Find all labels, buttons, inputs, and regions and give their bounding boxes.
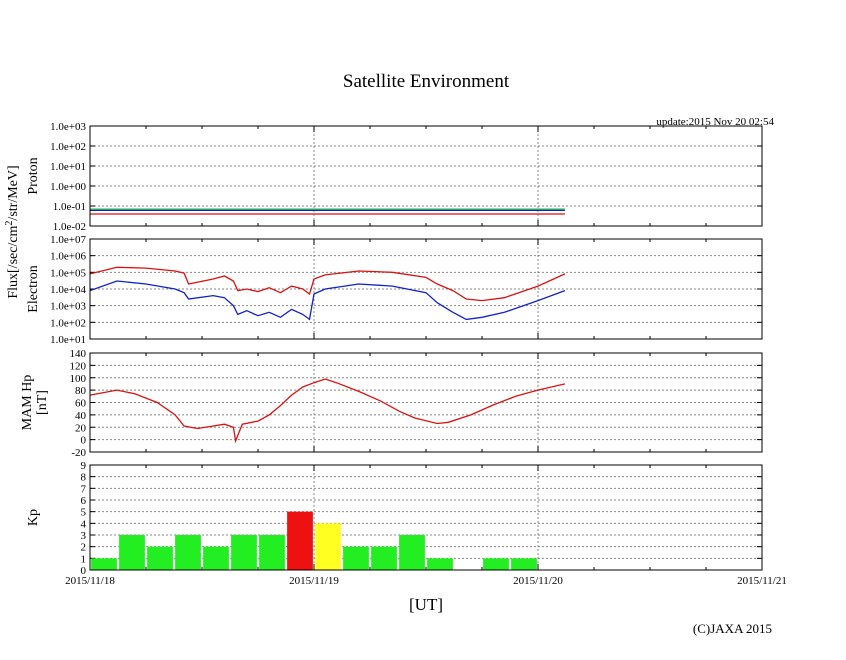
y-tick-label: 120 bbox=[70, 360, 87, 372]
flux-axis-label: Flux[/sec/cm2/str/MeV] bbox=[4, 165, 21, 298]
flux-label-sup: 2 bbox=[4, 221, 15, 226]
y-tick-label: 9 bbox=[81, 460, 87, 472]
y-tick-label: 60 bbox=[75, 398, 87, 410]
y-tick-label: 3 bbox=[81, 530, 87, 542]
kp-bar bbox=[483, 558, 509, 570]
kp-bar bbox=[287, 511, 313, 570]
y-tick-label: 100 bbox=[70, 373, 87, 385]
y-tick-label: 1.0e+01 bbox=[50, 161, 86, 173]
series-line-hp bbox=[89, 378, 566, 444]
series-line-electron-high bbox=[89, 266, 566, 302]
y-tick-label: 1.0e-01 bbox=[53, 201, 86, 213]
y-tick-label: 1.0e+06 bbox=[50, 251, 86, 263]
kp-bar bbox=[119, 535, 145, 570]
y-tick-label: 1.0e+00 bbox=[50, 181, 86, 193]
kp-bar bbox=[203, 546, 229, 570]
panel-frame bbox=[89, 464, 763, 571]
panel-ylabel: MAM Hp bbox=[20, 375, 35, 431]
x-tick-label: 2015/11/20 bbox=[513, 575, 563, 587]
y-tick-label: 7 bbox=[81, 483, 87, 495]
chart-title: Satellite Environment bbox=[343, 71, 510, 92]
y-tick-label: 8 bbox=[81, 472, 87, 484]
y-tick-label: 1.0e+05 bbox=[50, 267, 86, 279]
y-tick-label: 1.0e+04 bbox=[50, 284, 86, 296]
copyright: (C)JAXA 2015 bbox=[693, 621, 772, 636]
y-tick-label: 2 bbox=[81, 542, 87, 554]
y-tick-label: 1.0e+01 bbox=[50, 334, 86, 346]
kp-bar bbox=[175, 535, 201, 570]
kp-bar bbox=[371, 546, 397, 570]
y-tick-label: 6 bbox=[81, 495, 87, 507]
panel-frame bbox=[89, 352, 763, 453]
y-tick-label: 80 bbox=[75, 385, 87, 397]
kp-bar bbox=[259, 535, 285, 570]
y-tick-label: 1 bbox=[81, 553, 87, 565]
y-tick-label: 1.0e+07 bbox=[50, 234, 86, 246]
panel-frame bbox=[89, 238, 763, 340]
update-timestamp: update:2015 Nov 20 02:54 bbox=[656, 116, 774, 128]
kp-bar bbox=[315, 523, 341, 570]
kp-bar bbox=[343, 546, 369, 570]
y-tick-label: 1.0e+02 bbox=[50, 317, 86, 329]
y-tick-label: 20 bbox=[75, 422, 87, 434]
kp-bar bbox=[511, 558, 537, 570]
panels: 1.0e-02 1.0e-01 1.0e+00 1.0e+01 1.0e+02 1.0e+… bbox=[20, 121, 787, 587]
y-tick-label: 1.0e+02 bbox=[50, 141, 86, 153]
y-tick-label: 0 bbox=[81, 435, 87, 447]
panel-ylabel: [nT] bbox=[35, 390, 50, 415]
y-tick-label: 5 bbox=[81, 507, 87, 519]
y-tick-label: 1.0e+03 bbox=[50, 121, 86, 133]
kp-bar bbox=[427, 558, 453, 570]
panel-ylabel: Kp bbox=[26, 509, 41, 526]
kp-bar bbox=[147, 546, 173, 570]
y-tick-label: 40 bbox=[75, 410, 87, 422]
panel-ylabel: Electron bbox=[26, 265, 41, 312]
x-axis-label: [UT] bbox=[409, 595, 443, 614]
panel-ylabel: Proton bbox=[26, 157, 41, 194]
y-tick-label: -20 bbox=[71, 447, 86, 459]
panel-frame bbox=[89, 125, 763, 227]
kp-bar bbox=[91, 558, 117, 570]
flux-label-tail: /str/MeV] bbox=[6, 165, 21, 220]
kp-bar bbox=[231, 535, 257, 570]
x-tick-label: 2015/11/19 bbox=[289, 575, 339, 587]
y-tick-label: 1.0e-02 bbox=[53, 221, 86, 233]
x-tick-label: 2015/11/21 bbox=[737, 575, 787, 587]
x-tick-label: 2015/11/18 bbox=[65, 575, 115, 587]
y-tick-label: 4 bbox=[81, 518, 87, 530]
flux-label-main: Flux[/sec/cm bbox=[6, 225, 21, 298]
y-tick-label: 140 bbox=[70, 348, 87, 360]
kp-bar bbox=[399, 535, 425, 570]
y-tick-label: 1.0e+03 bbox=[50, 301, 86, 313]
y-tick-label: 0 bbox=[81, 565, 87, 577]
series-line-electron-low bbox=[89, 280, 566, 321]
